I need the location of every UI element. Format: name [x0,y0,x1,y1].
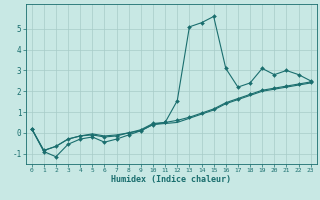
X-axis label: Humidex (Indice chaleur): Humidex (Indice chaleur) [111,175,231,184]
